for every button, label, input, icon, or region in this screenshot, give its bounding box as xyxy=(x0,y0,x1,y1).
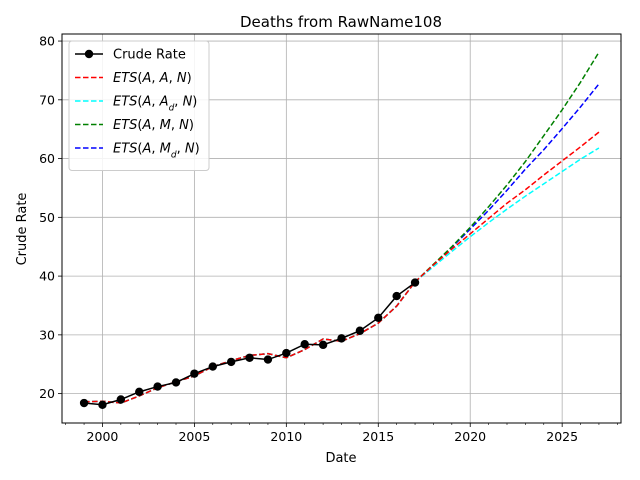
series-layer xyxy=(79,51,600,409)
data-point xyxy=(190,369,199,378)
y-tick-label: 60 xyxy=(39,151,55,166)
data-point xyxy=(318,340,328,350)
data-point xyxy=(263,355,273,364)
x-tick-label: 2005 xyxy=(178,429,210,444)
data-point xyxy=(337,334,346,343)
x-tick-label: 2010 xyxy=(270,429,302,444)
y-tick-label: 30 xyxy=(39,327,55,342)
data-point xyxy=(79,398,89,408)
y-tick-label: 50 xyxy=(39,210,55,225)
chart-title: Deaths from RawName108 xyxy=(240,13,442,31)
data-point xyxy=(98,400,107,409)
data-point xyxy=(171,378,181,387)
data-point xyxy=(300,340,309,349)
legend-label: ETS(A, Ad, N) xyxy=(113,95,197,114)
series-line-2 xyxy=(84,147,600,404)
y-axis-label: Crude Rate xyxy=(15,193,30,266)
data-point xyxy=(410,278,420,287)
y-tick-label: 40 xyxy=(39,269,55,284)
data-point xyxy=(355,326,365,335)
y-tick-label: 20 xyxy=(39,386,55,401)
x-tick-label: 2020 xyxy=(454,429,486,444)
data-point xyxy=(392,291,401,301)
y-axis: 20 30 40 50 60 70 80 xyxy=(39,34,62,401)
legend-box xyxy=(68,40,210,171)
data-point xyxy=(135,387,144,397)
data-point xyxy=(245,353,254,362)
x-axis: 2000 2005 2010 2015 2020 2025 xyxy=(65,423,618,444)
data-point xyxy=(226,357,236,367)
data-point xyxy=(116,395,126,404)
x-axis-label: Date xyxy=(325,451,356,466)
legend-label: ETS(A, M, N) xyxy=(113,118,194,133)
x-tick-label: 2000 xyxy=(87,429,119,444)
legend: Crude Rate ETS(A, A, N) ETS(A, Ad, N) ETS(A… xyxy=(68,40,210,171)
data-point xyxy=(282,348,291,358)
series-line-0 xyxy=(83,281,416,406)
legend-marker xyxy=(84,49,94,59)
legend-label: Crude Rate xyxy=(113,48,186,63)
x-tick-label: 2025 xyxy=(546,429,578,444)
data-point xyxy=(374,313,383,323)
data-point xyxy=(208,362,217,371)
legend-label: ETS(A, A, N) xyxy=(113,71,192,86)
data-point xyxy=(153,382,162,391)
y-tick-label: 80 xyxy=(39,34,55,49)
legend-label: ETS(A, Md, N) xyxy=(113,142,200,161)
y-tick-label: 70 xyxy=(39,92,55,107)
x-tick-label: 2015 xyxy=(362,429,394,444)
